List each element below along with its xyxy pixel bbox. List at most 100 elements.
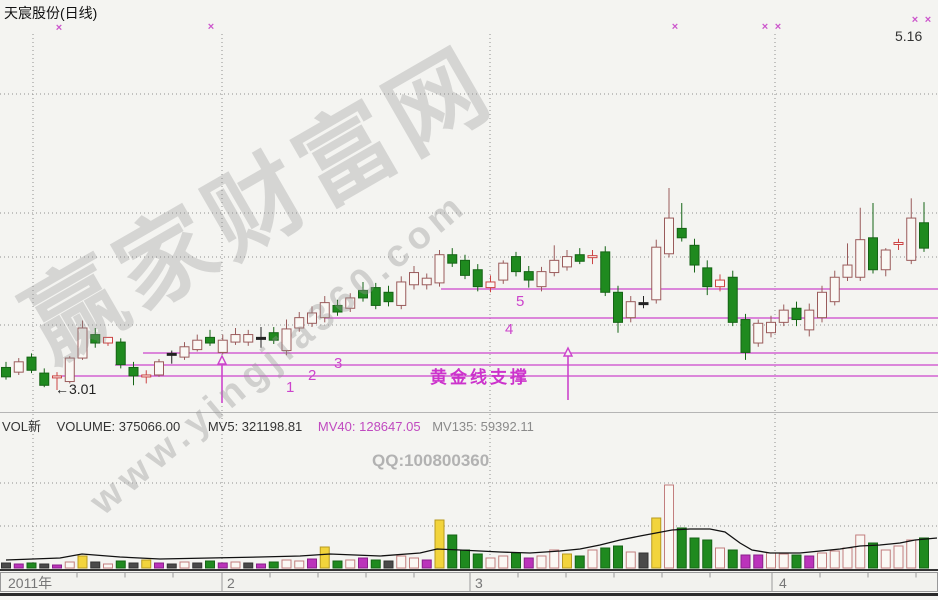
volume-bar[interactable]	[281, 559, 292, 569]
candle[interactable]	[179, 342, 190, 360]
volume-bar[interactable]	[383, 560, 394, 569]
candle[interactable]	[370, 282, 381, 310]
candle[interactable]	[625, 296, 636, 323]
volume-bar[interactable]	[842, 547, 853, 569]
volume-bar[interactable]	[179, 561, 190, 569]
candle[interactable]	[205, 329, 215, 346]
volume-bar[interactable]	[192, 562, 203, 569]
volume-bar[interactable]	[77, 555, 88, 569]
candle[interactable]	[664, 188, 674, 258]
candle[interactable]	[613, 285, 623, 333]
candle[interactable]	[154, 358, 164, 377]
candle[interactable]	[332, 299, 343, 316]
candle[interactable]	[689, 238, 700, 273]
volume-bar[interactable]	[829, 550, 840, 569]
volume-bar[interactable]	[243, 562, 254, 569]
candle[interactable]	[243, 329, 254, 346]
volume-bar[interactable]	[587, 549, 598, 569]
volume-bar[interactable]	[472, 553, 483, 569]
candle[interactable]	[778, 304, 789, 327]
volume-bar[interactable]	[855, 534, 866, 569]
candle[interactable]	[77, 320, 88, 360]
candle[interactable]	[574, 248, 585, 265]
volume-bar[interactable]	[689, 537, 700, 569]
candle[interactable]	[753, 319, 764, 347]
candle[interactable]	[345, 293, 356, 313]
candle[interactable]	[817, 285, 827, 323]
volume-bar[interactable]	[485, 557, 496, 569]
candle[interactable]	[638, 296, 649, 309]
candle[interactable]	[383, 285, 394, 307]
candle[interactable]	[192, 334, 203, 352]
volume-bar[interactable]	[562, 553, 572, 569]
candle[interactable]	[651, 239, 662, 304]
candle[interactable]	[434, 250, 445, 287]
volume-bar[interactable]	[294, 560, 305, 569]
candle[interactable]	[13, 358, 24, 375]
candle[interactable]	[447, 248, 458, 267]
volume-bar[interactable]	[115, 560, 126, 569]
volume-bar[interactable]	[141, 559, 152, 569]
volume-bar[interactable]	[26, 562, 37, 569]
volume-layer[interactable]	[1, 484, 938, 569]
candle[interactable]	[460, 254, 470, 280]
volume-bar[interactable]	[154, 562, 164, 569]
volume-bar[interactable]	[753, 554, 764, 569]
candle[interactable]	[472, 264, 483, 292]
candle[interactable]	[64, 356, 75, 384]
x-axis-label[interactable]: 2	[227, 575, 235, 591]
candle[interactable]	[396, 276, 407, 310]
candle[interactable]	[536, 266, 547, 292]
candle[interactable]	[358, 281, 368, 302]
volume-bar[interactable]	[460, 549, 470, 569]
volume-bar[interactable]	[893, 545, 904, 569]
volume-bar[interactable]	[664, 484, 674, 569]
candle[interactable]	[485, 275, 496, 293]
volume-bar[interactable]	[90, 561, 101, 569]
candle[interactable]	[256, 327, 266, 348]
candle[interactable]	[421, 273, 432, 290]
volume-bar[interactable]	[511, 552, 521, 569]
volume-bar[interactable]	[817, 552, 827, 569]
volume-bar[interactable]	[217, 562, 228, 569]
volume-bar[interactable]	[880, 549, 891, 569]
volume-bar[interactable]	[345, 559, 356, 569]
volume-bar[interactable]	[166, 563, 177, 569]
volume-bar[interactable]	[103, 563, 113, 569]
candle[interactable]	[740, 313, 751, 360]
volume-bar[interactable]	[268, 561, 279, 569]
candle[interactable]	[549, 245, 560, 277]
volume-bar[interactable]	[230, 561, 241, 569]
candle[interactable]	[115, 338, 126, 369]
volume-bar[interactable]	[128, 562, 139, 569]
candle[interactable]	[230, 327, 241, 345]
x-axis-label[interactable]: 3	[475, 575, 483, 591]
candle[interactable]	[141, 370, 152, 384]
volume-bar[interactable]	[906, 539, 917, 569]
volume-indicator-row[interactable]: VOL新 VOLUME: 375066.00 MV5: 321198.81 MV…	[2, 416, 534, 435]
candle[interactable]	[1, 361, 11, 380]
volume-bar[interactable]	[702, 539, 713, 569]
candle[interactable]	[217, 334, 228, 355]
candle[interactable]	[103, 336, 113, 346]
volume-bar[interactable]	[613, 545, 623, 569]
candle[interactable]	[281, 319, 292, 356]
volume-bar[interactable]	[358, 557, 368, 569]
volume-bar[interactable]	[39, 563, 50, 569]
volume-bar[interactable]	[727, 549, 738, 569]
x-axis-label[interactable]: 4	[779, 575, 787, 591]
volume-bar[interactable]	[13, 563, 24, 569]
candle[interactable]	[307, 306, 317, 328]
volume-bar[interactable]	[625, 551, 636, 569]
candle[interactable]	[829, 270, 840, 306]
volume-bar[interactable]	[256, 563, 266, 569]
candle[interactable]	[600, 246, 611, 297]
candle[interactable]	[715, 274, 725, 292]
candle[interactable]	[842, 243, 853, 282]
volume-bar[interactable]	[523, 557, 534, 569]
candle[interactable]	[166, 350, 177, 364]
volume-bar[interactable]	[421, 559, 432, 569]
volume-bar[interactable]	[804, 555, 815, 569]
candle[interactable]	[804, 303, 815, 337]
